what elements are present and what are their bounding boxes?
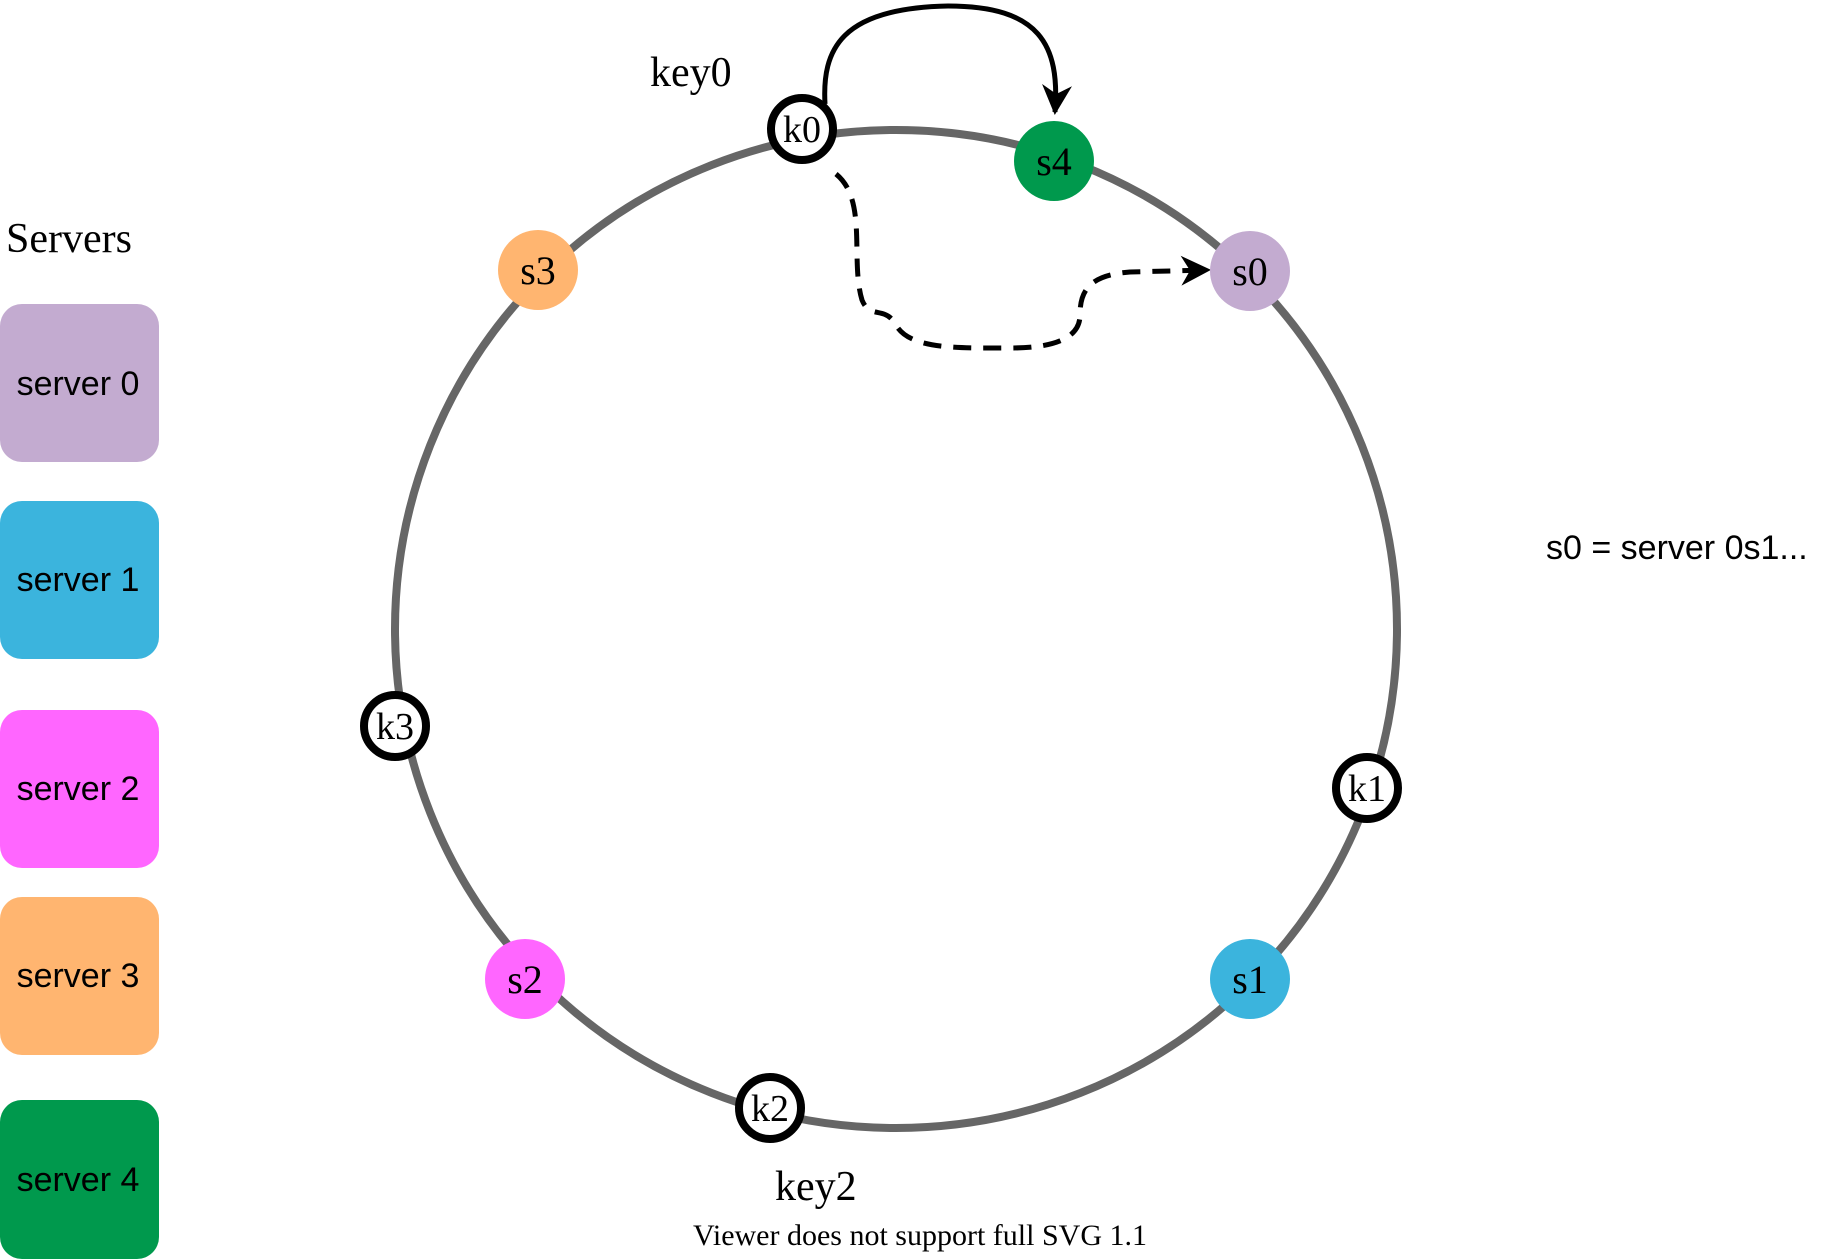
server-label-1: server 1 [17, 561, 140, 599]
key2-label: key2 [775, 1164, 857, 1210]
ring-server-s0-label: s0 [1232, 249, 1268, 294]
ring-server-s0: s0 [1210, 231, 1290, 311]
ring-server-s3: s3 [498, 230, 578, 310]
footer-note: Viewer does not support full SVG 1.1 [693, 1219, 1147, 1252]
ring-key-k2-circle [735, 1073, 805, 1143]
server-item-3: server 3 [0, 897, 159, 1055]
server-swatch-1 [0, 501, 159, 659]
ring-server-s4: s4 [1014, 121, 1094, 201]
ring-key-k0-label: k0 [783, 109, 821, 151]
server-label-3: server 3 [17, 957, 140, 995]
ring-server-s1-dot [1210, 939, 1290, 1019]
ring-server-s1: s1 [1210, 939, 1290, 1019]
server-item-0: server 0 [0, 304, 159, 462]
ring-server-s2: s2 [485, 939, 565, 1019]
legend-note: s0 = server 0s1... [1546, 529, 1808, 567]
server-list: server 0 server 1 server 2 server 3 serv… [0, 304, 159, 1259]
server-swatch-4 [0, 1100, 159, 1259]
ring-server-s3-label: s3 [520, 248, 556, 293]
server-swatch-3 [0, 897, 159, 1055]
ring-server-s4-label: s4 [1036, 139, 1072, 184]
ring-server-s4-dot [1014, 121, 1094, 201]
hash-ring [391, 126, 1401, 1132]
ring-server-s2-dot [485, 939, 565, 1019]
servers-title: Servers [6, 216, 132, 262]
server-item-4: server 4 [0, 1100, 159, 1259]
arrow-k0-to-s4 [822, 3, 1072, 115]
server-label-0: server 0 [17, 365, 140, 403]
ring-key-k0-circle [767, 94, 837, 164]
server-swatch-2 [0, 710, 159, 868]
server-label-2: server 2 [17, 770, 140, 808]
ring-key-k1-circle [1332, 753, 1402, 823]
server-item-1: server 1 [0, 501, 159, 659]
ring-server-s0-dot [1210, 231, 1290, 311]
ring-key-k3-circle [360, 691, 430, 761]
key0-label: key0 [650, 50, 732, 96]
ring-key-k0: k0 [767, 94, 837, 164]
ring-server-s1-label: s1 [1232, 957, 1268, 1002]
ring-key-k3-label: k3 [376, 706, 414, 748]
ring-server-s3-dot [498, 230, 578, 310]
server-label-4: server 4 [17, 1161, 140, 1199]
ring-key-k1-label: k1 [1348, 768, 1386, 810]
server-swatch-0 [0, 304, 159, 462]
ring-key-k2: k2 [735, 1073, 805, 1143]
arrow-k0-to-s0-dashed [834, 172, 1211, 351]
ring-key-k1: k1 [1332, 753, 1402, 823]
ring-key-k2-label: k2 [751, 1088, 789, 1130]
ring-key-k3: k3 [360, 691, 430, 761]
server-item-2: server 2 [0, 710, 159, 868]
ring-server-s2-label: s2 [507, 957, 543, 1002]
